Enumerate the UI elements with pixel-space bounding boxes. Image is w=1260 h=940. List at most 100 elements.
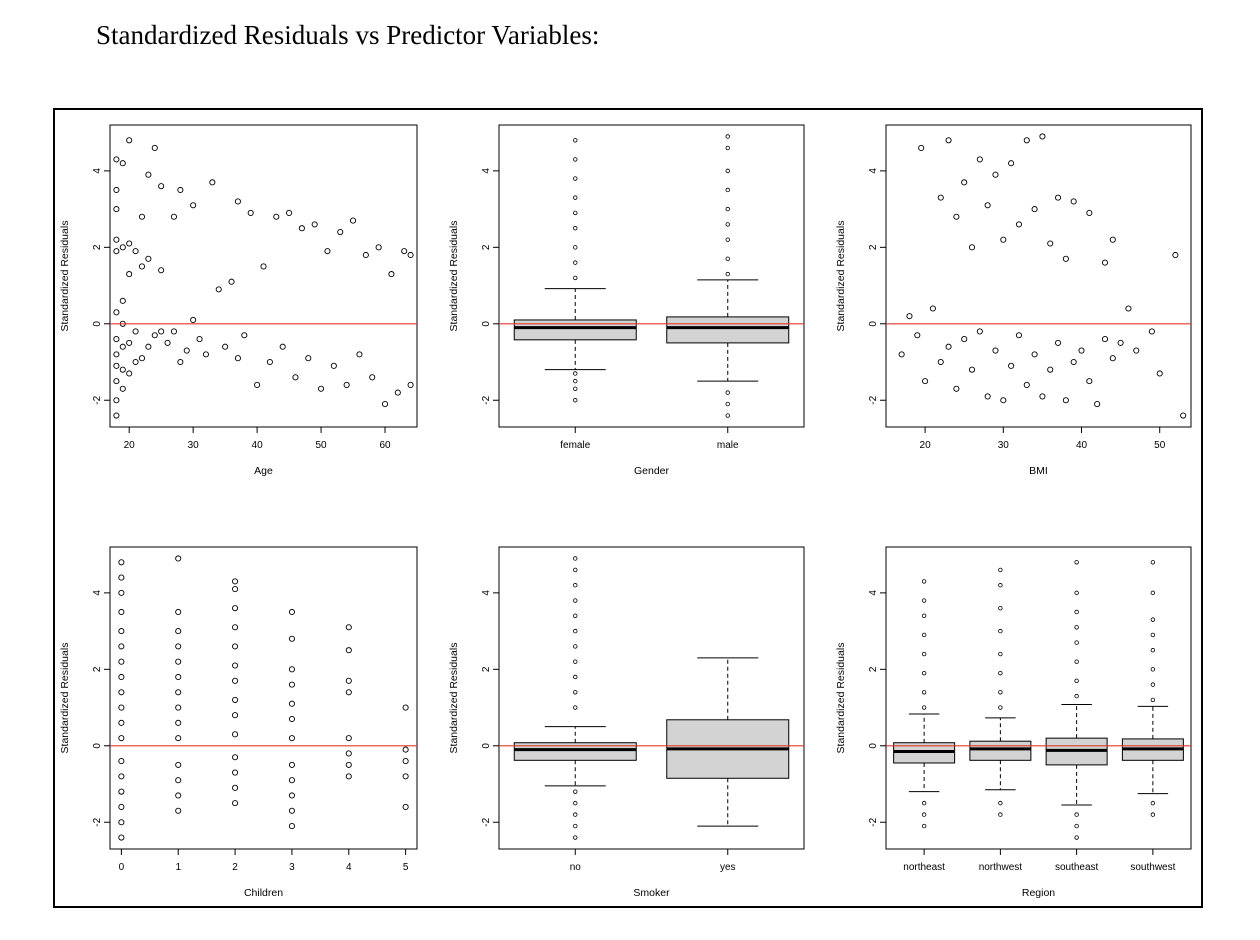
data-point (349, 217, 357, 224)
y-tick-label: 4 (481, 168, 492, 174)
y-tick-label: 4 (92, 590, 103, 596)
data-point (1148, 328, 1155, 335)
outlier-point (1150, 648, 1156, 653)
panel-age: -2 0 2 4 Standardized Residuals 20 30 40 50 60 Age (59, 124, 418, 477)
data-point (968, 244, 976, 251)
data-point (1086, 209, 1093, 216)
plot-marks (110, 555, 417, 841)
data-point (1039, 393, 1046, 400)
outlier-point (998, 583, 1003, 588)
outlier-point (573, 690, 578, 695)
outlier-point (573, 195, 578, 200)
outlier-point (998, 690, 1003, 695)
data-point (145, 255, 152, 262)
box-no (513, 556, 637, 840)
data-point (311, 221, 318, 228)
outlier-point (573, 800, 578, 806)
data-point (118, 704, 125, 711)
data-point (324, 248, 331, 255)
y-axis-label: Standardized Residuals (835, 221, 847, 332)
y-tick-label: -2 (92, 817, 103, 826)
outlier-point (725, 401, 730, 407)
data-point (177, 358, 184, 366)
data-point (232, 769, 239, 776)
data-point (119, 343, 126, 350)
data-point (1180, 412, 1187, 419)
plot-frame (498, 124, 805, 428)
data-point (1101, 336, 1109, 343)
data-point (945, 343, 952, 350)
box-iqr (666, 316, 790, 344)
data-point (402, 803, 409, 810)
y-tick-label: -2 (481, 395, 492, 404)
outlier-point (921, 613, 927, 619)
outlier-point (1074, 625, 1079, 630)
data-point (247, 209, 254, 216)
outlier-point (573, 371, 578, 376)
data-point (113, 248, 120, 255)
x-tick-label: 60 (379, 440, 391, 451)
data-point (945, 137, 952, 144)
outlier-point (573, 613, 578, 619)
data-point (118, 735, 125, 742)
data-point (232, 696, 239, 703)
data-point (976, 156, 983, 163)
data-point (118, 589, 125, 596)
y-tick-label: 0 (868, 743, 879, 749)
data-point (381, 401, 389, 408)
panel-gender: -2 0 2 4 Standardized Residuals female male Gen… (448, 124, 805, 477)
outlier-point (573, 567, 578, 573)
data-point (906, 313, 913, 320)
data-point (175, 555, 182, 562)
data-point (118, 628, 125, 635)
data-point (1156, 370, 1163, 377)
data-point (1101, 259, 1109, 266)
data-point (273, 213, 280, 220)
plot-frame (109, 546, 418, 850)
data-point (118, 574, 125, 581)
plot-frame (885, 546, 1192, 850)
data-point (209, 179, 216, 186)
data-point (119, 366, 126, 373)
outlier-point (998, 705, 1003, 710)
data-point (113, 362, 120, 369)
data-point (177, 186, 184, 194)
x-tick-label: yes (720, 862, 736, 873)
data-point (232, 712, 239, 719)
data-point (976, 328, 983, 335)
outlier-point (725, 145, 730, 151)
outlier-point (1074, 659, 1079, 664)
plot-marks (499, 134, 804, 418)
x-tick-label: 20 (124, 440, 136, 451)
data-point (196, 336, 203, 343)
data-point (375, 244, 382, 251)
y-tick-label: 4 (868, 168, 879, 174)
x-tick-label: 30 (188, 440, 200, 451)
data-point (234, 198, 241, 205)
data-point (318, 385, 325, 392)
data-point (126, 137, 133, 144)
x-tick-label: 40 (252, 440, 264, 451)
outlier-point (725, 187, 730, 193)
y-tick-label: 2 (92, 666, 103, 672)
outlier-point (998, 651, 1003, 657)
data-point (190, 316, 197, 324)
x-axis-label: Smoker (633, 887, 670, 899)
data-point (175, 761, 182, 768)
outlier-point (573, 226, 578, 231)
data-point (118, 834, 125, 841)
data-point (1062, 255, 1069, 262)
data-point (937, 194, 944, 201)
data-point (1086, 378, 1093, 385)
outlier-point (573, 789, 578, 794)
outlier-point (573, 556, 578, 561)
box-female (513, 138, 637, 403)
data-point (961, 336, 968, 343)
data-point (1023, 137, 1030, 144)
outlier-point (921, 632, 927, 638)
y-tick-label: -2 (92, 395, 103, 404)
data-point (984, 393, 991, 400)
data-point (241, 332, 248, 339)
data-point (953, 385, 960, 392)
data-point (132, 358, 139, 366)
